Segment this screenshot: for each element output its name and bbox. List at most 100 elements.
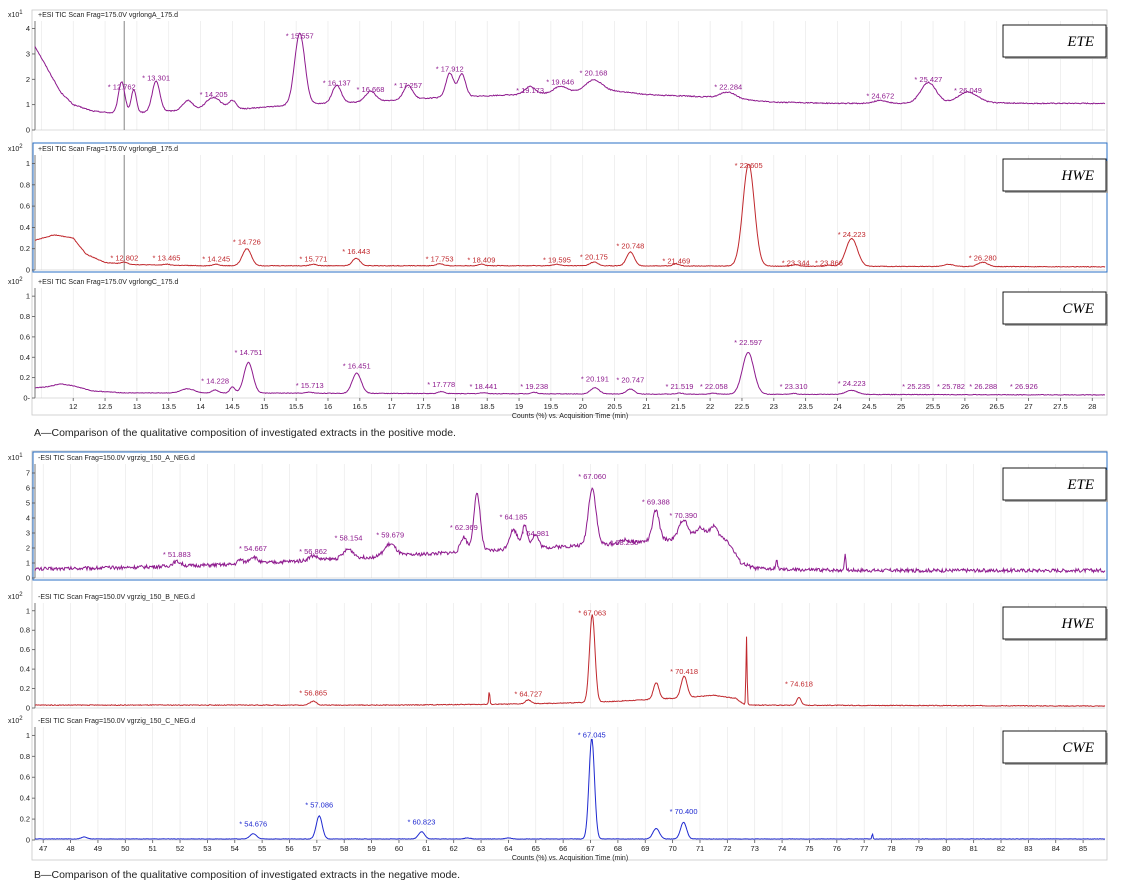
peak-label: * 20.168 — [579, 69, 607, 78]
peak-label: * 26.280 — [969, 253, 997, 262]
peak-label: * 60.823 — [408, 817, 436, 826]
peak-label: * 16.451 — [343, 361, 371, 370]
y-tick-label: 0.8 — [20, 180, 30, 189]
x-tick-label: 18 — [451, 402, 459, 411]
peak-label: * 22.058 — [700, 382, 728, 391]
peak-label: * 67.060 — [578, 472, 606, 481]
extract-badge — [1002, 158, 1107, 192]
x-tick-label: 69 — [641, 844, 649, 853]
peak-label: * 23.310 — [780, 382, 808, 391]
group-frame — [31, 9, 1108, 416]
y-tick-label: 1 — [26, 731, 30, 740]
x-tick-label: 83 — [1024, 844, 1032, 853]
peak-label: * 17.778 — [427, 380, 455, 389]
peak-label: * 58.154 — [334, 534, 362, 543]
x-tick-label: 16.5 — [353, 402, 368, 411]
x-tick-label: 76 — [833, 844, 841, 853]
y-tick-label: 0.2 — [20, 373, 30, 382]
x-tick-label: 13.5 — [161, 402, 176, 411]
x-tick-label: 57 — [313, 844, 321, 853]
x-tick-label: 12 — [69, 402, 77, 411]
peak-label: * 69.388 — [642, 498, 670, 507]
x-tick-label: 84 — [1052, 844, 1060, 853]
chromatogram-trace — [34, 352, 1106, 396]
y-tick-label: 1 — [26, 606, 30, 615]
peak-label: * 70.418 — [670, 667, 698, 676]
x-tick-label: 19 — [515, 402, 523, 411]
extract-badge-label: ETE — [1066, 477, 1094, 493]
panel-title: +ESI TIC Scan Frag=175.0V vgrlongA_175.d — [38, 12, 178, 19]
peak-label: * 14.228 — [201, 377, 229, 386]
x-tick-label: 26 — [961, 402, 969, 411]
x-axis-label: Counts (%) vs. Acquisition Time (min) — [512, 855, 628, 862]
peak-label: * 64.727 — [514, 689, 542, 698]
y-tick-label: 4 — [26, 514, 30, 523]
extract-badge — [1002, 24, 1107, 58]
x-tick-label: 63 — [477, 844, 485, 853]
x-tick-label: 56 — [285, 844, 293, 853]
peak-label: * 19.595 — [543, 256, 571, 265]
y-tick-label: 0 — [26, 126, 30, 135]
peak-label: * 25.782 — [937, 382, 965, 391]
y-tick-label: 0.6 — [20, 202, 30, 211]
peak-label: * 68.236 — [610, 538, 638, 547]
y-tick-label: 2 — [26, 544, 30, 553]
y-tick-label: 3 — [26, 49, 30, 58]
x-tick-label: 18.5 — [480, 402, 495, 411]
y-tick-label: 0.8 — [20, 752, 30, 761]
x-tick-label: 55 — [258, 844, 266, 853]
peak-label: * 16.443 — [342, 247, 370, 256]
peak-label: * 25.427 — [914, 75, 942, 84]
extract-badge-label: CWE — [1062, 301, 1094, 317]
peak-label: * 12.762 — [108, 82, 136, 91]
extract-badge — [1002, 467, 1107, 501]
peak-label: * 14.245 — [202, 254, 230, 263]
peak-label: * 25.235 — [902, 382, 930, 391]
extract-badge — [1002, 606, 1107, 640]
peak-label: * 16.137 — [323, 79, 351, 88]
panel-title: -ESI TIC Scan Frag=150.0V vgrzig_150_B_N… — [38, 594, 195, 601]
peak-label: * 62.369 — [450, 523, 478, 532]
x-tick-label: 78 — [887, 844, 895, 853]
x-tick-label: 28 — [1088, 402, 1096, 411]
x-tick-label: 22 — [706, 402, 714, 411]
y-tick-label: 1 — [26, 559, 30, 568]
panel-title: +ESI TIC Scan Frag=175.0V vgrlongC_175.d — [38, 279, 178, 286]
x-tick-label: 65 — [532, 844, 540, 853]
peak-label: * 14.751 — [234, 348, 262, 357]
x-tick-label: 66 — [559, 844, 567, 853]
y-tick-label: 4 — [26, 24, 30, 33]
extract-badge — [1002, 291, 1107, 325]
x-tick-label: 27 — [1024, 402, 1032, 411]
y-tick-label: 3 — [26, 529, 30, 538]
peak-label: * 67.063 — [578, 609, 606, 618]
y-tick-label: 0.4 — [20, 794, 30, 803]
y-tick-label: 0.4 — [20, 665, 30, 674]
y-tick-label: 0.6 — [20, 332, 30, 341]
x-tick-label: 20.5 — [607, 402, 622, 411]
y-tick-label: 0.8 — [20, 626, 30, 635]
peak-label: * 22.597 — [734, 338, 762, 347]
peak-label: * 26.049 — [954, 86, 982, 95]
y-tick-label: 0.2 — [20, 244, 30, 253]
peak-label: * 24.223 — [838, 230, 866, 239]
x-tick-label: 23 — [770, 402, 778, 411]
peak-label: * 56.865 — [299, 688, 327, 697]
y-tick-label: 0 — [26, 836, 30, 845]
x-tick-label: 77 — [860, 844, 868, 853]
peak-label: * 24.223 — [838, 379, 866, 388]
y-tick-label: 6 — [26, 484, 30, 493]
peak-label: * 22.605 — [735, 161, 763, 170]
x-tick-label: 62 — [450, 844, 458, 853]
peak-label: * 15.713 — [296, 381, 324, 390]
y-tick-label: 0 — [26, 704, 30, 713]
y-tick-label: 0.2 — [20, 815, 30, 824]
y-exponent: x102 — [8, 592, 23, 601]
peak-label: * 70.400 — [670, 807, 698, 816]
x-tick-label: 61 — [422, 844, 430, 853]
peak-label: * 16.668 — [357, 85, 385, 94]
peak-label: * 14.726 — [233, 237, 261, 246]
x-tick-label: 68 — [614, 844, 622, 853]
x-axis-label: Counts (%) vs. Acquisition Time (min) — [512, 413, 628, 420]
